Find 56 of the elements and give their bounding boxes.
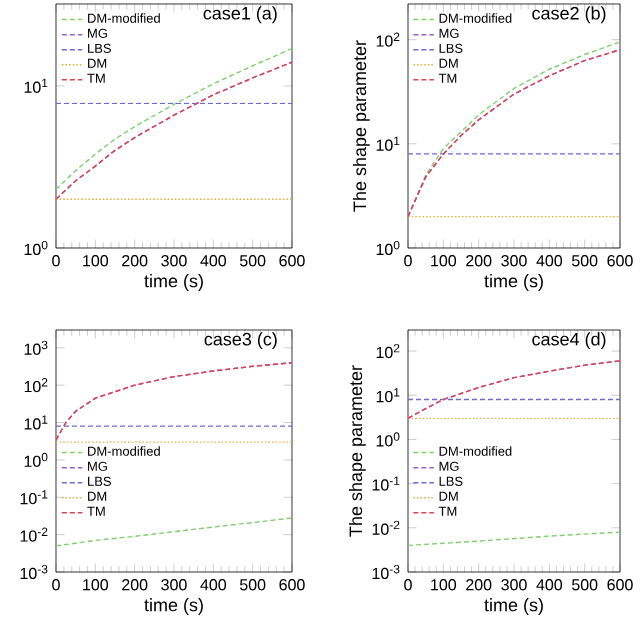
x-tick-label: 200: [466, 255, 492, 267]
y-tick-label: 10$^{2}$: [376, 32, 400, 47]
x-tick-label: 600: [279, 579, 305, 591]
x-tick-label: 100: [431, 255, 457, 267]
y-tick-label: 10$^{-2}$: [372, 520, 400, 535]
y-tick-label: 10$^{1}$: [24, 78, 48, 93]
y-tick-label: 10$^{-2}$: [20, 527, 48, 542]
x-tick-label: 600: [607, 579, 633, 591]
y-tick-label: 10$^{0}$: [24, 240, 48, 256]
y-axis-title: The shape parameter: [348, 365, 366, 537]
chart-title: case4 (d): [532, 332, 606, 350]
x-tick-label: 0: [52, 255, 60, 267]
y-axis-title: The shape parameter: [352, 40, 370, 212]
y-tick-label: 10$^{1}$: [24, 415, 48, 430]
y-tick-label: 10$^{-1}$: [20, 490, 48, 505]
chart-title: case1 (a): [203, 6, 277, 24]
x-tick-label: 600: [607, 255, 633, 267]
x-axis-title: time (s): [484, 598, 543, 615]
x-axis-title: time (s): [144, 274, 203, 291]
x-tick-label: 300: [161, 255, 187, 267]
x-tick-label: 100: [83, 255, 109, 267]
y-tick-label: 10$^{2}$: [24, 378, 48, 393]
y-tick-label: 10$^{3}$: [24, 340, 48, 355]
x-tick-label: 0: [404, 255, 412, 267]
x-axis-title: time (s): [144, 598, 203, 615]
x-tick-label: 300: [501, 255, 527, 267]
x-tick-label: 300: [501, 579, 527, 591]
chart-title: case2 (b): [532, 6, 606, 24]
y-tick-label: 10$^{0}$: [376, 432, 400, 447]
x-tick-label: 300: [161, 579, 187, 591]
x-tick-label: 500: [239, 579, 266, 591]
y-tick-label: 10$^{1}$: [376, 136, 400, 151]
x-tick-label: 400: [200, 579, 227, 591]
x-tick-label: 0: [404, 579, 412, 591]
y-tick-label: 10$^{-3}$: [372, 564, 400, 580]
x-tick-label: 400: [536, 579, 563, 591]
chart-title: case3 (c): [204, 332, 277, 350]
y-tick-label: 10$^{-3}$: [20, 564, 48, 580]
y-tick-label: 10$^{0}$: [376, 240, 400, 256]
x-tick-label: 200: [466, 579, 492, 591]
x-tick-label: 400: [200, 255, 227, 267]
x-tick-label: 500: [571, 255, 598, 267]
y-tick-label: 10$^{1}$: [376, 388, 400, 403]
x-tick-label: 200: [122, 579, 148, 591]
x-axis-title: time (s): [484, 274, 543, 291]
x-tick-label: 200: [122, 255, 148, 267]
x-tick-label: 100: [83, 579, 109, 591]
y-tick-label: 10$^{-1}$: [372, 476, 400, 491]
y-tick-label: 10$^{2}$: [376, 343, 400, 359]
x-tick-label: 100: [431, 579, 457, 591]
x-tick-label: 600: [279, 255, 305, 267]
x-tick-label: 0: [52, 579, 60, 591]
y-tick-label: 10$^{0}$: [24, 452, 48, 467]
x-tick-label: 400: [536, 255, 563, 267]
x-tick-label: 500: [239, 255, 266, 267]
x-tick-label: 500: [571, 579, 598, 591]
